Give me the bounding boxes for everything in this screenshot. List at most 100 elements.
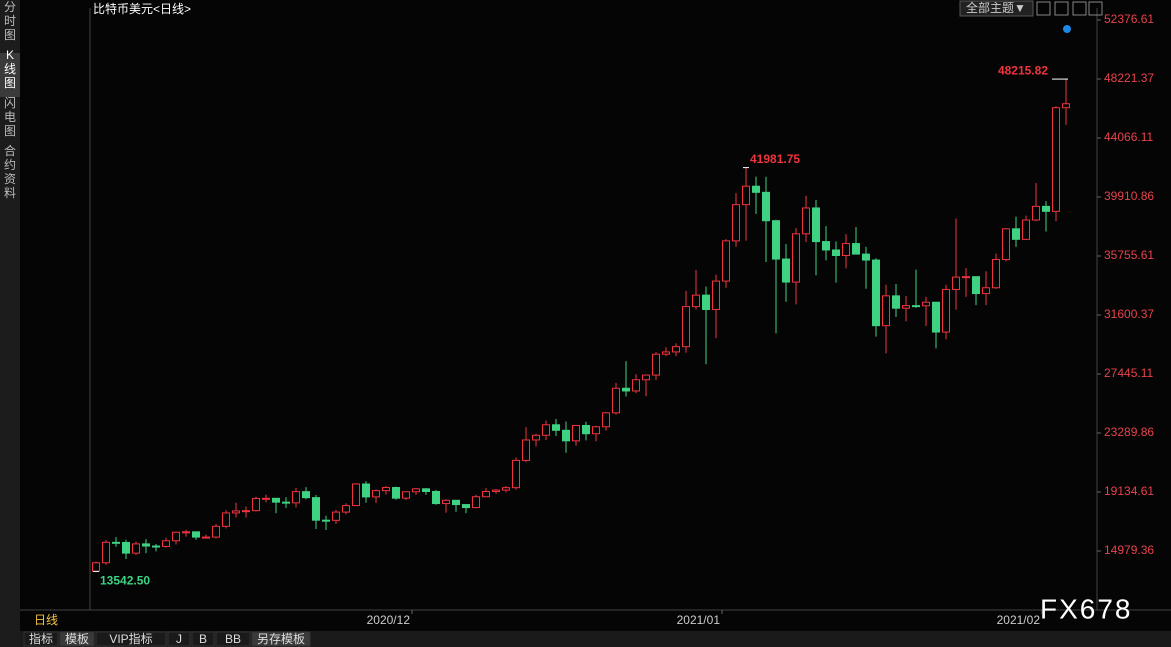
bottom-tab-bg[interactable] xyxy=(95,631,167,647)
candle-body xyxy=(1052,107,1060,212)
candle-body xyxy=(192,531,200,538)
candle-body xyxy=(212,525,220,538)
candle-body xyxy=(952,276,960,290)
bottom-tab[interactable]: BB xyxy=(225,632,241,646)
x-tick-label: 2021/01 xyxy=(677,613,721,627)
candle-body xyxy=(802,207,810,235)
candle-body xyxy=(622,387,630,392)
candle-body xyxy=(1002,228,1010,260)
candle-body xyxy=(252,497,260,512)
candle-body xyxy=(942,288,950,333)
candle-body xyxy=(682,306,690,348)
candle-body xyxy=(282,501,290,504)
candle-body xyxy=(592,426,600,435)
side-tab-char: 图 xyxy=(4,76,16,90)
candle-body xyxy=(172,531,180,542)
candle-body xyxy=(862,253,870,261)
bottom-tab[interactable]: 另存模板 xyxy=(257,632,305,646)
bottom-tab[interactable]: 模板 xyxy=(65,632,89,646)
candle-body xyxy=(972,276,980,295)
candle-body xyxy=(412,488,420,493)
side-tab-char: 图 xyxy=(4,28,16,42)
candle-body xyxy=(892,295,900,309)
chart-title: 比特币美元<日线> xyxy=(93,1,191,16)
bottom-tab-bg[interactable] xyxy=(191,631,215,647)
candle-body xyxy=(332,511,340,521)
annotation: 41981.75 xyxy=(750,152,800,166)
candle-body xyxy=(752,185,760,193)
bottom-tab[interactable]: B xyxy=(199,632,207,646)
candle-body xyxy=(502,487,510,491)
side-tab-char: 合 xyxy=(4,143,16,158)
candle-body xyxy=(762,191,770,222)
bottom-tab[interactable]: J xyxy=(176,632,182,646)
side-tab-active xyxy=(0,53,20,97)
candle-body xyxy=(672,346,680,353)
candle-body xyxy=(292,491,300,504)
candle-body xyxy=(1042,205,1050,212)
bottom-tab[interactable]: VIP指标 xyxy=(109,631,152,646)
theme-button[interactable]: 全部主题▼ xyxy=(966,0,1026,15)
side-tab-char: 分 xyxy=(4,0,16,14)
side-tab-char: 线 xyxy=(4,62,16,76)
candle-body xyxy=(602,412,610,428)
candle-body xyxy=(242,510,250,513)
candle-body xyxy=(652,353,660,376)
side-tab-char: 电 xyxy=(4,110,16,124)
y-tick-label: 48221.37 xyxy=(1104,71,1154,85)
candle-body xyxy=(702,294,710,310)
bottom-tab-bg[interactable] xyxy=(167,631,191,647)
side-tab-char: 闪 xyxy=(4,96,16,110)
candle-body xyxy=(422,488,430,492)
candle-body xyxy=(612,387,620,414)
candle-body xyxy=(572,424,580,442)
indicator-dot xyxy=(1063,25,1071,33)
candle-body xyxy=(322,519,330,522)
candle-body xyxy=(822,241,830,251)
side-panel xyxy=(0,0,20,647)
bottom-tab-bg[interactable] xyxy=(59,631,95,647)
candle-body xyxy=(382,487,390,492)
candle-body xyxy=(642,374,650,381)
candle-body xyxy=(882,295,890,327)
candle-body xyxy=(402,491,410,499)
candle-body xyxy=(962,276,970,279)
candle-body xyxy=(562,429,570,442)
theme-button-bg[interactable] xyxy=(959,0,1034,17)
candle-body xyxy=(142,543,150,547)
side-tab-char: 图 xyxy=(4,124,16,138)
candle-body xyxy=(442,499,450,505)
candle-body xyxy=(772,220,780,260)
watermark: FX678 xyxy=(1040,593,1133,624)
candle-body xyxy=(1032,205,1040,221)
candle-body xyxy=(112,541,120,544)
candle-body xyxy=(472,496,480,509)
candle-body xyxy=(902,305,910,309)
candle-body xyxy=(452,499,460,506)
candle-body xyxy=(162,540,170,547)
bottom-tab-bg[interactable] xyxy=(251,631,311,647)
side-tab-char: 料 xyxy=(4,186,16,200)
candle-body xyxy=(742,185,750,206)
side-tab-char: K xyxy=(6,48,14,62)
candle-body xyxy=(482,490,490,498)
candle-body xyxy=(272,497,280,503)
candle-body xyxy=(782,258,790,283)
y-tick-label: 27445.11 xyxy=(1104,366,1153,380)
candle-body xyxy=(102,541,110,564)
candle-body xyxy=(312,497,320,521)
bottom-tab-bg[interactable] xyxy=(23,631,59,647)
y-tick-label: 23289.86 xyxy=(1104,425,1154,439)
candle-body xyxy=(582,424,590,435)
bottom-tab[interactable]: 指标 xyxy=(29,631,53,646)
candle-body xyxy=(552,424,560,431)
candle-body xyxy=(792,233,800,283)
candle-body xyxy=(812,207,820,243)
side-tab-char: 约 xyxy=(4,157,16,172)
candle-body xyxy=(342,505,350,513)
candle-body xyxy=(832,249,840,257)
candle-body xyxy=(392,487,400,499)
bottom-tab-bg[interactable] xyxy=(215,631,251,647)
candle-body xyxy=(982,287,990,295)
candle-body xyxy=(92,562,100,572)
